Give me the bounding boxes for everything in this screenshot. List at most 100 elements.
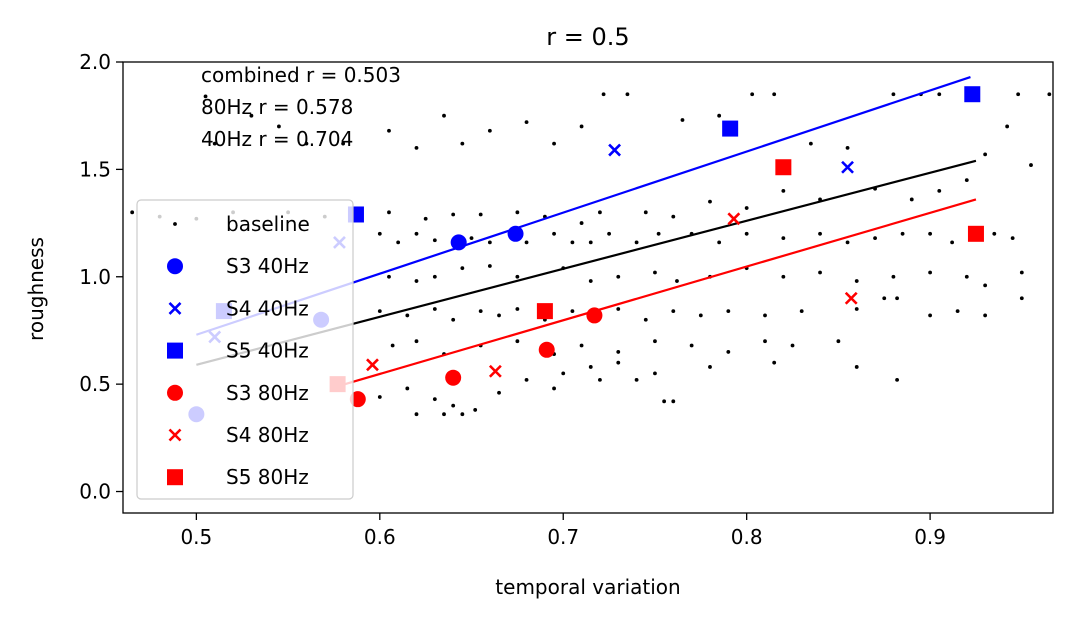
point-baseline-158 <box>671 399 676 404</box>
legend-label-s3-40hz: S3 40Hz <box>226 254 309 278</box>
point-baseline-101 <box>377 309 382 314</box>
point-baseline-87 <box>588 279 593 283</box>
x-tick-label: 0.7 <box>547 525 579 549</box>
point-baseline-146 <box>561 371 566 376</box>
point-baseline-67 <box>656 231 661 236</box>
annotations: combined r = 0.503 80Hz r = 0.578 40Hz r… <box>201 63 401 151</box>
point-baseline-111 <box>616 307 621 311</box>
x-tick-label: 0.5 <box>180 525 212 549</box>
point-baseline-61 <box>524 240 529 245</box>
point-s3-80hz-1 <box>445 369 462 386</box>
annotation-40hz-r: 40Hz r = 0.704 <box>201 127 353 151</box>
point-baseline-139 <box>854 365 859 369</box>
point-s3-80hz-0 <box>349 391 366 408</box>
point-s5-80hz-3 <box>967 225 984 242</box>
point-baseline-57 <box>414 231 419 236</box>
chart-title: r = 0.5 <box>546 23 629 51</box>
point-baseline-132 <box>616 350 621 354</box>
point-baseline-19 <box>772 92 777 97</box>
legend-marker-s4-80hz <box>168 428 182 442</box>
point-baseline-153 <box>524 377 529 382</box>
point-baseline-79 <box>1010 236 1015 241</box>
point-s4-40hz-2 <box>608 143 622 157</box>
point-baseline-147 <box>377 395 382 399</box>
legend-marker-s5-80hz <box>167 469 183 486</box>
point-baseline-156 <box>634 377 639 382</box>
point-baseline-141 <box>772 360 777 365</box>
point-baseline-76 <box>928 231 933 236</box>
legend-label-s3-80hz: S3 80Hz <box>226 381 309 405</box>
point-baseline-123 <box>983 313 988 318</box>
point-baseline-117 <box>799 309 804 314</box>
point-baseline-85 <box>515 274 520 279</box>
x-axis-label: temporal variation <box>495 575 680 599</box>
legend-label-s5-40hz: S5 40Hz <box>226 339 309 363</box>
point-baseline-160 <box>442 412 446 417</box>
point-baseline-27 <box>1005 124 1010 129</box>
legend-marker-s3-40hz <box>167 258 183 275</box>
point-baseline-7 <box>414 146 419 150</box>
legend-marker-s5-40hz <box>167 342 183 359</box>
point-baseline-104 <box>451 317 456 322</box>
point-baseline-63 <box>570 240 575 245</box>
point-baseline-121 <box>928 313 933 318</box>
point-baseline-77 <box>950 240 955 245</box>
point-baseline-71 <box>781 236 786 241</box>
point-s5-40hz-3 <box>964 86 981 103</box>
point-baseline-3 <box>277 124 281 129</box>
point-baseline-26 <box>1047 92 1052 97</box>
point-baseline-100 <box>1019 270 1024 275</box>
point-baseline-4 <box>304 141 309 146</box>
point-baseline-20 <box>808 141 813 146</box>
point-baseline-32 <box>909 197 914 202</box>
point-baseline-154 <box>552 386 556 391</box>
point-baseline-157 <box>662 399 667 404</box>
point-baseline-105 <box>478 309 483 314</box>
point-baseline-135 <box>726 350 731 354</box>
point-baseline-22 <box>891 92 896 97</box>
point-baseline-120 <box>895 296 899 301</box>
point-baseline-36 <box>744 206 749 210</box>
legend-marker-s4-40hz <box>168 301 182 315</box>
y-tick-label: 2.0 <box>79 50 111 74</box>
point-s4-80hz-3 <box>844 291 858 305</box>
point-baseline-99 <box>983 283 988 288</box>
point-baseline-96 <box>891 274 896 279</box>
y-tick-label: 0.0 <box>79 480 111 504</box>
x-axis: 0.5 0.6 0.7 0.8 0.9 <box>180 513 946 549</box>
annotation-combined-r: combined r = 0.503 <box>201 63 401 87</box>
point-baseline-14 <box>601 92 606 97</box>
legend-box <box>136 199 354 500</box>
point-baseline-66 <box>634 240 639 245</box>
fit-line-80hz <box>337 198 977 388</box>
plot-frame <box>122 61 1054 514</box>
point-baseline-152 <box>497 390 501 395</box>
point-baseline-28 <box>1029 163 1033 167</box>
point-baseline-47 <box>387 210 391 215</box>
point-baseline-10 <box>487 128 492 133</box>
point-baseline-1 <box>212 141 217 146</box>
point-baseline-41 <box>579 221 584 225</box>
point-baseline-155 <box>598 377 602 382</box>
point-baseline-83 <box>460 266 465 271</box>
point-baseline-13 <box>579 124 584 129</box>
point-baseline-16 <box>680 118 685 122</box>
point-baseline-116 <box>763 313 767 318</box>
point-baseline-2 <box>249 113 254 118</box>
point-baseline-56 <box>396 240 401 245</box>
point-baseline-103 <box>432 307 437 311</box>
point-baseline-24 <box>937 92 942 97</box>
point-baseline-54 <box>130 210 135 215</box>
point-baseline-102 <box>405 313 410 318</box>
point-baseline-148 <box>405 386 410 391</box>
point-baseline-150 <box>451 403 456 408</box>
point-baseline-60 <box>487 240 492 245</box>
point-baseline-88 <box>616 274 621 279</box>
point-baseline-151 <box>473 408 478 412</box>
point-baseline-90 <box>675 279 679 283</box>
point-baseline-122 <box>955 309 960 314</box>
point-s3-80hz-2 <box>538 341 555 358</box>
point-baseline-118 <box>854 307 859 311</box>
point-baseline-131 <box>579 343 584 348</box>
point-baseline-37 <box>708 199 712 204</box>
